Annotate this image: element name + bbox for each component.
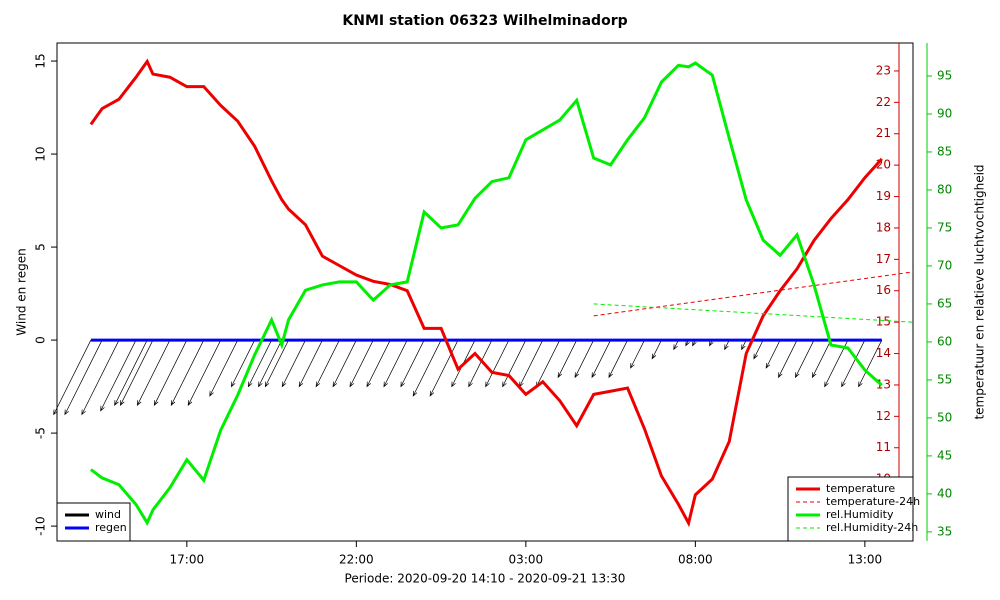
wind-arrow [673, 339, 679, 351]
wind-arrow [651, 339, 662, 360]
wind-arrow [187, 339, 222, 407]
wind-arrow [519, 339, 544, 388]
y3-tick-label: 40 [937, 486, 952, 500]
wind-arrow [741, 339, 747, 351]
wind-arrow [765, 339, 781, 369]
wind-arrow [53, 339, 92, 416]
wind-arrow [349, 339, 374, 388]
wind-arrow [264, 339, 289, 388]
wind-arrow [778, 339, 798, 379]
y2-tick-label: 18 [876, 220, 891, 234]
y2-tick-label: 12 [876, 409, 891, 423]
wind-arrow [429, 339, 459, 397]
wind-arrow [485, 339, 510, 388]
wind-arrow [468, 339, 493, 388]
wind-arrow [230, 339, 255, 388]
wind-arrow [795, 339, 815, 379]
wind-arrow [258, 339, 283, 388]
y3-tick-label: 50 [937, 410, 952, 424]
y-tick-label: 15 [34, 53, 48, 68]
y3-tick-label: 80 [937, 182, 952, 196]
wind-arrow [315, 339, 340, 388]
x-tick-label: 03:00 [509, 553, 544, 567]
wind-arrow [366, 339, 391, 388]
wind-arrow [64, 339, 103, 416]
y-tick-label: 5 [34, 243, 48, 251]
wind-arrow [209, 339, 239, 397]
y3-tick-label: 85 [937, 144, 952, 158]
wind-arrow [502, 339, 527, 388]
chart-title: KNMI station 06323 Wilhelminadorp [342, 13, 627, 29]
y2-axis-label: temperatuur en relatieve luchtvochtighei… [973, 164, 987, 419]
wind-arrow [100, 339, 137, 412]
series-line [593, 271, 914, 317]
y2-tick-label: 22 [876, 95, 891, 109]
y2-tick-label: 21 [876, 126, 891, 140]
y3-tick-label: 45 [937, 448, 952, 462]
y2-tick-label: 11 [876, 440, 891, 454]
wind-arrow [298, 339, 323, 388]
legend-label: temperature-24h [826, 495, 920, 508]
series-line [89, 58, 883, 528]
wind-arrow [811, 339, 832, 379]
y3-tick-label: 55 [937, 372, 952, 386]
y3-tick-label: 95 [937, 68, 952, 82]
x-tick-label: 22:00 [339, 553, 374, 567]
y-tick-label: 0 [34, 336, 48, 344]
wind-arrow [332, 339, 357, 388]
wind-arrow [574, 339, 594, 379]
y3-tick-label: 35 [937, 524, 952, 538]
wind-arrow [557, 339, 578, 379]
wind-arrow [136, 339, 171, 407]
wind-arrow [858, 339, 883, 388]
y3-tick-label: 70 [937, 258, 952, 272]
series-line [593, 303, 914, 323]
x-tick-label: 17:00 [170, 553, 205, 567]
series-line [90, 61, 883, 526]
y3-tick-label: 75 [937, 220, 952, 234]
wind-arrow [630, 339, 645, 369]
y-tick-label: -10 [34, 516, 48, 536]
y2-tick-label: 14 [876, 346, 891, 360]
wind-arrow [591, 339, 611, 379]
wind-arrow [841, 339, 866, 388]
wind-arrow [608, 339, 628, 379]
wind-arrow [170, 339, 205, 407]
plot-frame [56, 42, 914, 542]
wind-arrow [412, 339, 442, 397]
y3-tick-label: 60 [937, 334, 952, 348]
wind-arrow [247, 339, 272, 388]
wind-arrow [400, 339, 425, 388]
y-axis-label: Wind en regen [15, 248, 29, 335]
legend-label: rel.Humidity [826, 508, 894, 521]
y2-tick-label: 13 [876, 377, 891, 391]
wind-arrow [119, 339, 154, 407]
wind-arrow [536, 339, 561, 388]
y2-tick-label: 19 [876, 189, 891, 203]
legend-box [56, 502, 131, 542]
wind-arrow [383, 339, 408, 388]
legend-label: rel.Humidity-24h [826, 521, 918, 534]
y2-tick-label: 17 [876, 252, 891, 266]
legend-label: wind [95, 508, 121, 521]
y2-tick-label: 23 [876, 63, 891, 77]
y2-tick-label: 16 [876, 283, 891, 297]
y3-tick-label: 90 [937, 106, 952, 120]
wind-arrow [81, 339, 120, 416]
wind-arrow [153, 339, 188, 407]
wind-arrow [753, 339, 764, 360]
wind-arrow [281, 339, 306, 388]
y2-tick-label: 15 [876, 315, 891, 329]
y3-tick-label: 65 [937, 296, 952, 310]
wind-arrow [114, 339, 148, 407]
y-tick-label: -5 [34, 427, 48, 439]
wind-arrow [724, 339, 730, 351]
x-axis-label: Periode: 2020-09-20 14:10 - 2020-09-21 1… [345, 572, 626, 586]
x-tick-label: 08:00 [678, 553, 713, 567]
x-tick-label: 13:00 [848, 553, 883, 567]
legend-label: regen [95, 521, 127, 534]
legend-label: temperature [826, 482, 895, 495]
y-tick-label: 10 [33, 146, 47, 161]
